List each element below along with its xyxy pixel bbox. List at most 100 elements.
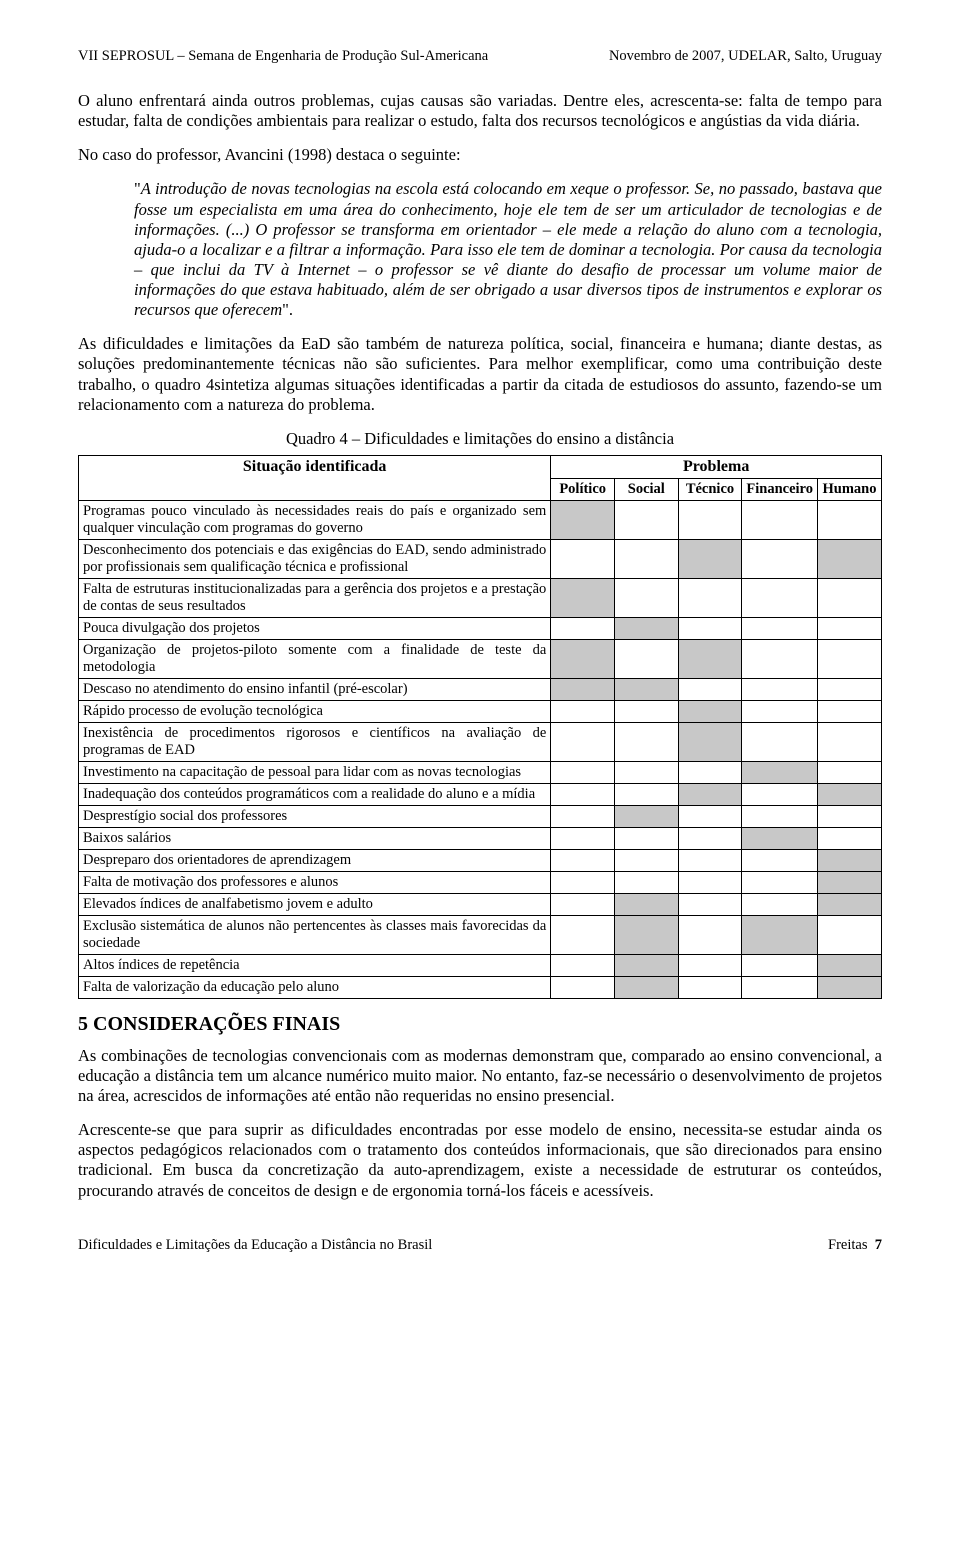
mark-cell [742, 700, 818, 722]
block-quote: "A introdução de novas tecnologias na es… [134, 179, 882, 320]
mark-cell [615, 578, 679, 617]
mark-cell [678, 954, 742, 976]
mark-cell [615, 700, 679, 722]
mark-cell [615, 761, 679, 783]
table-quadro4: Situação identificada Problema PolíticoS… [78, 455, 882, 999]
mark-cell [615, 805, 679, 827]
mark-cell [678, 849, 742, 871]
mark-cell [551, 849, 615, 871]
mark-cell [615, 915, 679, 954]
paragraph-4: As combinações de tecnologias convencion… [78, 1046, 882, 1106]
row-label: Desconhecimento dos potenciais e das exi… [79, 539, 551, 578]
quote-open: " [134, 179, 141, 198]
mark-cell [817, 915, 881, 954]
mark-cell [678, 871, 742, 893]
mark-cell [678, 915, 742, 954]
th-col: Financeiro [742, 478, 818, 500]
mark-cell [742, 500, 818, 539]
mark-cell [678, 722, 742, 761]
mark-cell [615, 617, 679, 639]
mark-cell [742, 678, 818, 700]
th-col: Social [615, 478, 679, 500]
header-right: Novembro de 2007, UDELAR, Salto, Uruguay [609, 48, 882, 65]
row-label: Falta de valorização da educação pelo al… [79, 976, 551, 998]
mark-cell [742, 893, 818, 915]
mark-cell [551, 722, 615, 761]
mark-cell [817, 849, 881, 871]
row-label: Rápido processo de evolução tecnológica [79, 700, 551, 722]
mark-cell [742, 578, 818, 617]
th-situacao: Situação identificada [79, 455, 551, 500]
mark-cell [678, 500, 742, 539]
mark-cell [551, 639, 615, 678]
table-row: Inadequação dos conteúdos programáticos … [79, 783, 882, 805]
mark-cell [742, 827, 818, 849]
mark-cell [817, 954, 881, 976]
mark-cell [678, 578, 742, 617]
table-row: Organização de projetos-piloto somente c… [79, 639, 882, 678]
mark-cell [678, 893, 742, 915]
mark-cell [678, 539, 742, 578]
row-label: Exclusão sistemática de alunos não perte… [79, 915, 551, 954]
mark-cell [551, 500, 615, 539]
table-row: Investimento na capacitação de pessoal p… [79, 761, 882, 783]
mark-cell [551, 871, 615, 893]
mark-cell [615, 893, 679, 915]
mark-cell [615, 827, 679, 849]
mark-cell [615, 722, 679, 761]
footer-right: Freitas 7 [828, 1237, 882, 1254]
mark-cell [817, 678, 881, 700]
mark-cell [742, 915, 818, 954]
mark-cell [551, 617, 615, 639]
mark-cell [817, 893, 881, 915]
page: VII SEPROSUL – Semana de Engenharia de P… [0, 0, 960, 1294]
mark-cell [551, 893, 615, 915]
mark-cell [615, 500, 679, 539]
row-label: Descaso no atendimento do ensino infanti… [79, 678, 551, 700]
table4-caption: Quadro 4 – Dificuldades e limitações do … [78, 429, 882, 449]
mark-cell [551, 678, 615, 700]
mark-cell [678, 617, 742, 639]
table-row: Falta de valorização da educação pelo al… [79, 976, 882, 998]
row-label: Inadequação dos conteúdos programáticos … [79, 783, 551, 805]
mark-cell [678, 805, 742, 827]
mark-cell [817, 617, 881, 639]
mark-cell [551, 539, 615, 578]
mark-cell [551, 761, 615, 783]
table-row: Despreparo dos orientadores de aprendiza… [79, 849, 882, 871]
table-row: Baixos salários [79, 827, 882, 849]
mark-cell [742, 539, 818, 578]
footer-author: Freitas [828, 1237, 867, 1253]
row-label: Altos índices de repetência [79, 954, 551, 976]
mark-cell [678, 639, 742, 678]
mark-cell [551, 783, 615, 805]
th-col: Humano [817, 478, 881, 500]
table-header-row-1: Situação identificada Problema [79, 455, 882, 478]
mark-cell [615, 783, 679, 805]
row-label: Organização de projetos-piloto somente c… [79, 639, 551, 678]
mark-cell [615, 954, 679, 976]
section-5-heading: 5 CONSIDERAÇÕES FINAIS [78, 1013, 882, 1036]
mark-cell [615, 639, 679, 678]
table-row: Falta de estruturas institucionalizadas … [79, 578, 882, 617]
table-row: Falta de motivação dos professores e alu… [79, 871, 882, 893]
mark-cell [817, 871, 881, 893]
mark-cell [817, 500, 881, 539]
row-label: Baixos salários [79, 827, 551, 849]
row-label: Desprestígio social dos professores [79, 805, 551, 827]
footer-left: Dificuldades e Limitações da Educação a … [78, 1237, 432, 1254]
paragraph-1: O aluno enfrentará ainda outros problema… [78, 91, 882, 131]
row-label: Falta de motivação dos professores e alu… [79, 871, 551, 893]
mark-cell [615, 539, 679, 578]
mark-cell [817, 578, 881, 617]
header-left: VII SEPROSUL – Semana de Engenharia de P… [78, 48, 488, 65]
mark-cell [551, 578, 615, 617]
table-row: Inexistência de procedimentos rigorosos … [79, 722, 882, 761]
row-label: Inexistência de procedimentos rigorosos … [79, 722, 551, 761]
table-row: Elevados índices de analfabetismo jovem … [79, 893, 882, 915]
quote-close: ". [282, 300, 293, 319]
mark-cell [817, 976, 881, 998]
mark-cell [678, 761, 742, 783]
row-label: Programas pouco vinculado às necessidade… [79, 500, 551, 539]
mark-cell [742, 783, 818, 805]
